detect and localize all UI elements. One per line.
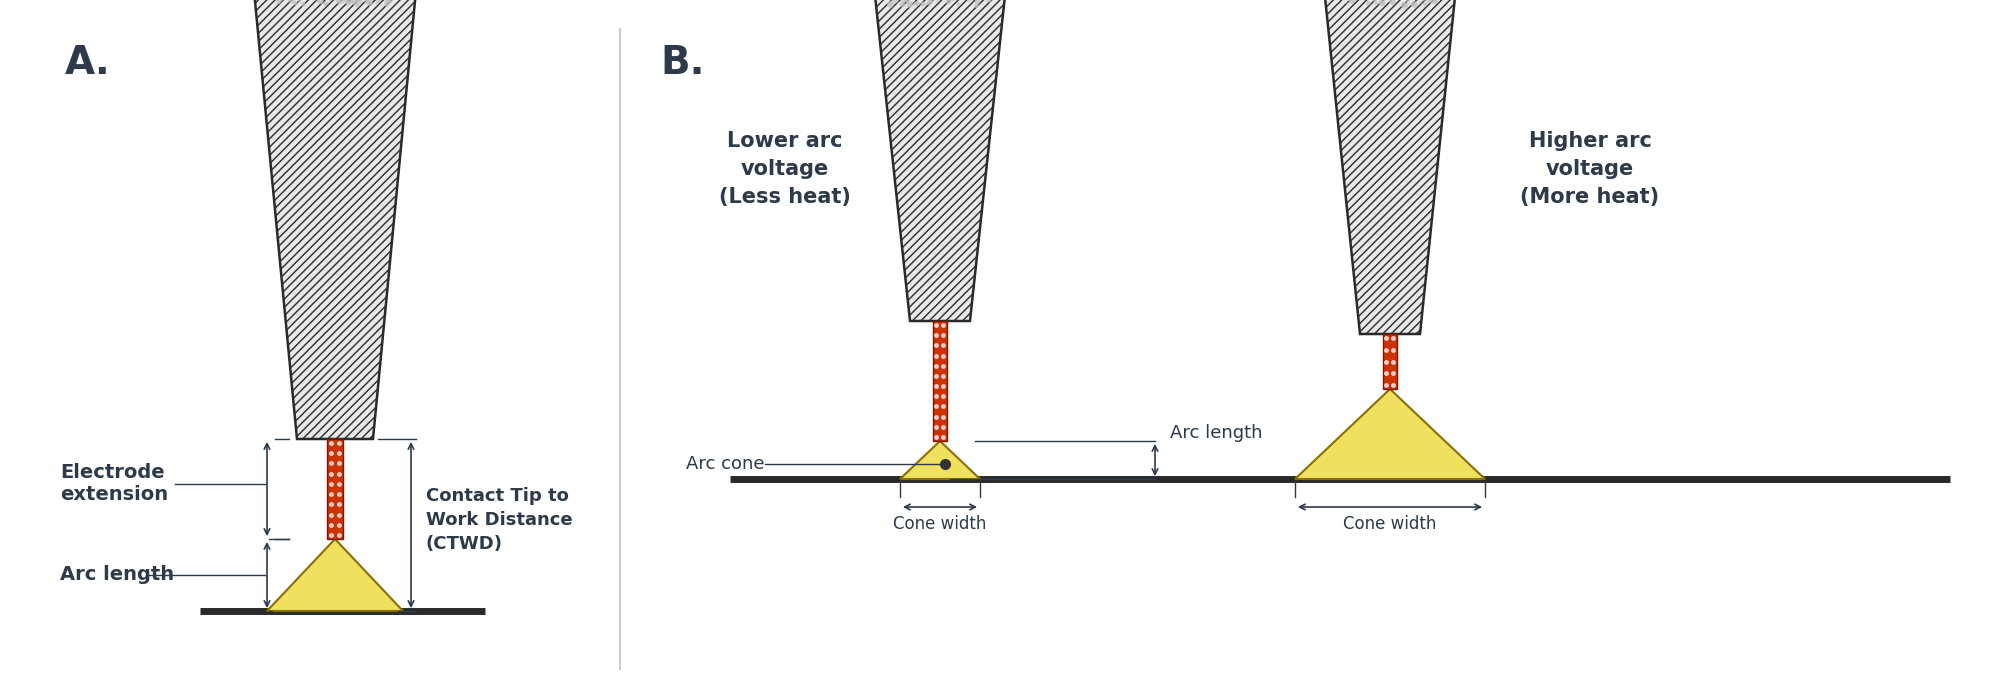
Polygon shape [869,0,1009,321]
Bar [328,439,344,539]
Text: Arc length: Arc length [1169,424,1263,442]
Text: A.: A. [66,44,110,82]
Bar [1383,334,1397,389]
Bar [933,321,947,441]
Text: Higher arc
voltage
(More heat): Higher arc voltage (More heat) [1520,131,1658,207]
Polygon shape [1319,0,1459,334]
Polygon shape [268,539,404,611]
Text: Electrode
extension: Electrode extension [60,463,168,505]
Polygon shape [1295,389,1485,479]
Text: Arc cone: Arc cone [685,455,765,473]
Text: Cone width: Cone width [1343,515,1437,533]
Polygon shape [250,0,420,439]
Text: Cone width: Cone width [893,515,987,533]
Text: Arc length: Arc length [60,565,174,584]
Polygon shape [899,441,979,479]
Text: B.: B. [659,44,703,82]
Text: Lower arc
voltage
(Less heat): Lower arc voltage (Less heat) [719,131,851,207]
Text: Contact Tip to
Work Distance
(CTWD): Contact Tip to Work Distance (CTWD) [426,487,571,553]
